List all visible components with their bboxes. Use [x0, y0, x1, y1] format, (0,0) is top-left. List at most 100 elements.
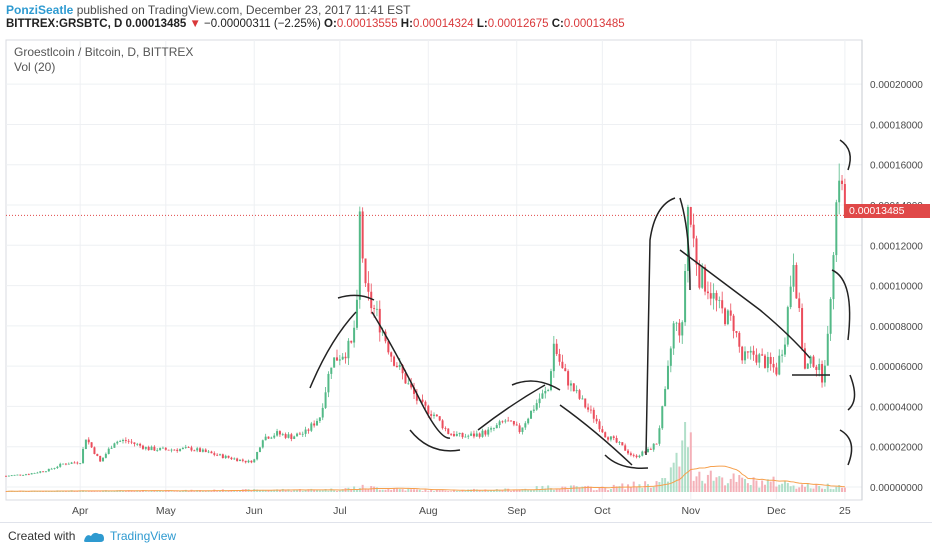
candle[interactable]: [444, 428, 447, 429]
candle[interactable]: [786, 307, 789, 345]
candle[interactable]: [375, 308, 378, 310]
candle[interactable]: [139, 443, 142, 446]
candle[interactable]: [666, 365, 669, 389]
candle[interactable]: [569, 383, 572, 386]
candle[interactable]: [50, 468, 53, 470]
candle[interactable]: [144, 446, 147, 449]
candle[interactable]: [176, 449, 179, 451]
candle[interactable]: [64, 463, 67, 465]
candle[interactable]: [532, 409, 535, 411]
candle[interactable]: [472, 433, 475, 437]
candle[interactable]: [79, 463, 82, 465]
candle[interactable]: [221, 454, 224, 459]
candle[interactable]: [241, 459, 244, 461]
candle[interactable]: [778, 355, 781, 375]
candle[interactable]: [835, 202, 838, 256]
candle[interactable]: [27, 474, 30, 476]
candle[interactable]: [301, 433, 304, 435]
candle[interactable]: [156, 450, 159, 451]
candle[interactable]: [744, 351, 747, 361]
candle[interactable]: [521, 427, 524, 433]
candle[interactable]: [130, 441, 133, 443]
candle[interactable]: [227, 455, 230, 458]
candle[interactable]: [501, 421, 504, 423]
candle[interactable]: [159, 447, 162, 451]
candle[interactable]: [609, 436, 612, 440]
candle[interactable]: [541, 393, 544, 399]
candle[interactable]: [632, 454, 635, 456]
candle[interactable]: [478, 433, 481, 437]
candle[interactable]: [10, 475, 13, 477]
candle[interactable]: [298, 433, 301, 435]
candle[interactable]: [601, 429, 604, 433]
candle[interactable]: [589, 409, 592, 411]
candle[interactable]: [184, 447, 187, 448]
candle[interactable]: [333, 357, 336, 368]
candle[interactable]: [364, 258, 367, 284]
candle[interactable]: [761, 354, 764, 356]
candle[interactable]: [67, 463, 70, 465]
candle[interactable]: [638, 455, 641, 458]
candle[interactable]: [647, 448, 649, 453]
candle[interactable]: [73, 462, 76, 464]
candle[interactable]: [578, 390, 581, 399]
candle[interactable]: [210, 451, 213, 454]
candle[interactable]: [618, 442, 621, 443]
candle[interactable]: [293, 436, 296, 440]
candle[interactable]: [53, 467, 56, 469]
candle[interactable]: [741, 346, 744, 361]
candle[interactable]: [258, 447, 261, 453]
candle[interactable]: [766, 356, 769, 368]
candle[interactable]: [795, 265, 798, 299]
candle[interactable]: [484, 430, 487, 435]
candle[interactable]: [355, 299, 358, 328]
candle[interactable]: [204, 449, 207, 453]
candle[interactable]: [450, 433, 453, 435]
candle[interactable]: [193, 450, 196, 452]
candle[interactable]: [749, 350, 752, 353]
candle[interactable]: [278, 431, 281, 435]
candle[interactable]: [672, 323, 675, 349]
candle[interactable]: [42, 471, 45, 473]
candle[interactable]: [7, 475, 10, 477]
plot-area[interactable]: [5, 39, 863, 501]
candle[interactable]: [752, 350, 755, 355]
candle[interactable]: [70, 462, 73, 464]
candle[interactable]: [39, 471, 42, 473]
candle[interactable]: [187, 447, 190, 448]
candle[interactable]: [575, 390, 578, 392]
candle[interactable]: [781, 354, 784, 356]
candle[interactable]: [410, 383, 413, 388]
candle[interactable]: [190, 447, 193, 451]
candle[interactable]: [273, 435, 276, 438]
candle[interactable]: [393, 356, 396, 366]
candle[interactable]: [56, 466, 59, 468]
candle[interactable]: [821, 364, 824, 383]
candle[interactable]: [113, 443, 116, 448]
candle[interactable]: [561, 361, 564, 369]
candle[interactable]: [307, 429, 310, 431]
candle[interactable]: [581, 398, 584, 400]
candle[interactable]: [62, 463, 65, 465]
candle[interactable]: [370, 291, 373, 309]
candle[interactable]: [832, 255, 835, 300]
candle[interactable]: [712, 292, 715, 299]
candle[interactable]: [341, 356, 344, 360]
candle[interactable]: [250, 460, 253, 463]
candle[interactable]: [769, 356, 772, 364]
candle[interactable]: [167, 449, 170, 451]
candle[interactable]: [829, 299, 832, 334]
candle[interactable]: [116, 441, 119, 444]
candle[interactable]: [147, 446, 150, 451]
candle[interactable]: [316, 420, 319, 426]
candle[interactable]: [276, 431, 279, 436]
candle[interactable]: [732, 315, 735, 332]
candle[interactable]: [555, 343, 558, 355]
candle[interactable]: [110, 447, 113, 449]
candle[interactable]: [253, 459, 256, 463]
candle[interactable]: [361, 211, 364, 259]
candle[interactable]: [669, 348, 672, 366]
candle[interactable]: [481, 430, 484, 437]
candle[interactable]: [267, 436, 270, 439]
candle[interactable]: [612, 436, 615, 438]
